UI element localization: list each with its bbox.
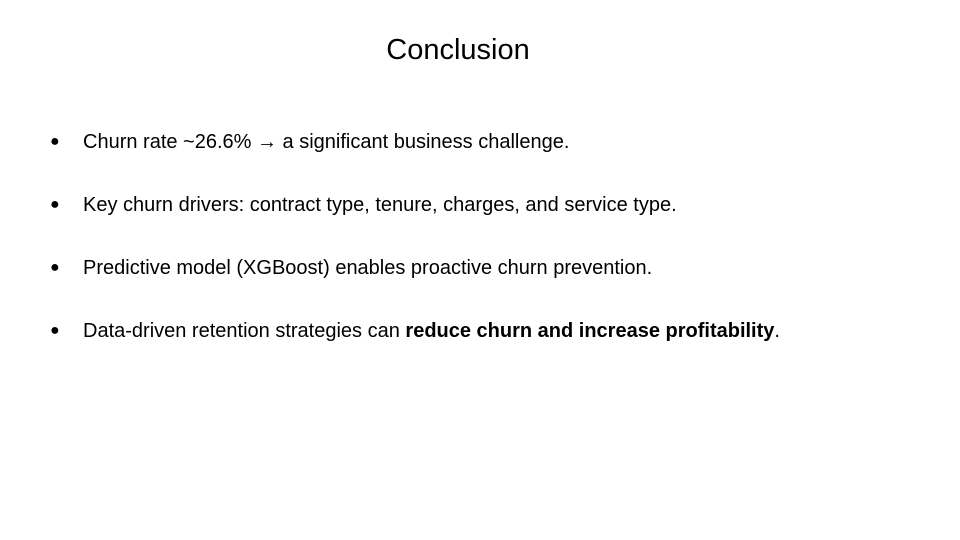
bullet-dot-icon: ● bbox=[50, 196, 60, 213]
bullet-text: Predictive model (XGBoost) enables proac… bbox=[83, 257, 653, 279]
bullet-text-bold: reduce churn and increase profitability bbox=[405, 320, 775, 342]
bullet-dot-icon: ● bbox=[50, 259, 60, 276]
bullet-item-churn-rate: ● Churn rate ~26.6% → a significant busi… bbox=[50, 126, 930, 158]
bullet-dot-icon: ● bbox=[50, 322, 60, 339]
bullet-item-predictive-model: ● Predictive model (XGBoost) enables pro… bbox=[50, 252, 930, 284]
bullet-dot-icon: ● bbox=[50, 133, 60, 150]
bullet-text: Key churn drivers: contract type, tenure… bbox=[83, 194, 677, 216]
bullet-text: Data-driven retention strategies can red… bbox=[83, 315, 780, 347]
bullet-item-retention-strategies: ● Data-driven retention strategies can r… bbox=[50, 315, 930, 347]
bullet-text: Churn rate ~26.6% → a significant busine… bbox=[83, 131, 570, 153]
bullet-list: ● Churn rate ~26.6% → a significant busi… bbox=[50, 126, 930, 378]
bullet-text-plain: Data-driven retention strategies can bbox=[83, 320, 406, 342]
bullet-text-end: . bbox=[774, 320, 780, 342]
bullet-item-churn-drivers: ● Key churn drivers: contract type, tenu… bbox=[50, 189, 930, 221]
slide-title: Conclusion bbox=[386, 34, 530, 66]
